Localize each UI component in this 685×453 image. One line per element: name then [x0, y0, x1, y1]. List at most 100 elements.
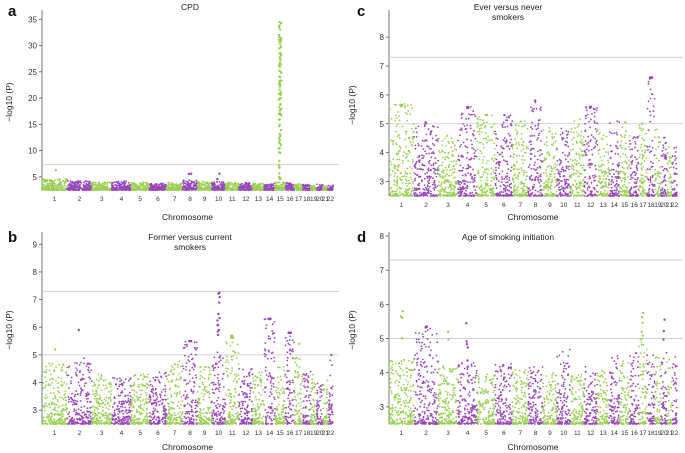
peak-snp-point [278, 166, 281, 169]
snp-point [248, 410, 250, 413]
snp-point [56, 422, 59, 425]
snp-point [61, 412, 63, 414]
snp-point [121, 188, 124, 191]
snp-point [122, 185, 125, 188]
snp-point [195, 410, 198, 413]
snp-point [61, 410, 63, 413]
snp-point [152, 417, 155, 420]
snp-point [117, 408, 119, 411]
snp-point [65, 383, 68, 385]
snp-point [64, 423, 67, 425]
snp-point [276, 376, 279, 379]
snp-point [197, 414, 200, 417]
snp-point [253, 182, 255, 185]
snp-point [226, 342, 228, 345]
snp-point [246, 412, 249, 415]
snp-point [149, 184, 152, 186]
snp-point [279, 393, 281, 396]
snp-point [184, 417, 187, 419]
snp-point [91, 188, 94, 191]
snp-point [54, 179, 56, 182]
snp-point [282, 181, 285, 184]
snp-point [123, 381, 125, 384]
snp-point [74, 399, 77, 402]
snp-point [179, 420, 182, 423]
peak-snp-point [54, 168, 57, 172]
snp-point [93, 412, 96, 414]
snp-point [258, 413, 261, 416]
snp-point [180, 188, 183, 191]
snp-point [257, 383, 260, 386]
snp-point [143, 418, 146, 420]
snp-point [197, 416, 200, 418]
snp-point [249, 392, 252, 395]
snp-point [142, 419, 145, 422]
snp-point [109, 421, 111, 424]
snp-point [264, 348, 266, 351]
snp-point [169, 370, 172, 373]
snp-point [205, 386, 208, 388]
snp-point [113, 396, 116, 399]
snp-point [131, 388, 134, 391]
snp-point [144, 391, 147, 394]
snp-point [160, 391, 163, 393]
snp-point [87, 420, 90, 422]
snp-point [143, 403, 146, 406]
snp-point [149, 415, 152, 417]
snp-point [213, 402, 216, 404]
snp-point [48, 420, 50, 423]
snp-point [96, 408, 99, 411]
snp-point [260, 182, 263, 185]
snp-point [312, 185, 315, 188]
snp-point [113, 181, 116, 184]
snp-point [71, 398, 74, 401]
snp-point [190, 353, 193, 356]
snp-point [105, 396, 108, 399]
snp-point [75, 409, 78, 412]
snp-point [155, 394, 158, 396]
snp-point [66, 423, 69, 425]
snp-point [175, 385, 178, 387]
snp-point [280, 411, 283, 414]
snp-point [148, 400, 151, 403]
snp-point [282, 365, 285, 368]
snp-point [236, 411, 239, 414]
snp-point [48, 362, 51, 365]
snp-point [194, 189, 197, 191]
snp-point [72, 399, 74, 402]
snp-point [255, 417, 258, 420]
snp-point [43, 180, 45, 183]
snp-point [78, 364, 81, 366]
snp-point [133, 399, 136, 401]
snp-point [101, 415, 104, 418]
snp-point [264, 409, 267, 411]
snp-point [61, 415, 64, 418]
snp-point [188, 413, 191, 415]
snp-point [89, 377, 92, 380]
snp-point [273, 418, 275, 421]
snp-point [226, 189, 229, 191]
snp-point [268, 395, 271, 397]
snp-point [100, 374, 103, 376]
snp-point [239, 413, 241, 416]
snp-point [206, 189, 209, 191]
snp-point [283, 388, 285, 390]
snp-point [95, 423, 98, 425]
snp-point [233, 419, 236, 421]
snp-point [121, 409, 124, 412]
snp-point [164, 414, 167, 417]
snp-point [255, 413, 258, 415]
snp-point [222, 398, 225, 401]
snp-point [285, 376, 288, 379]
snp-point [119, 380, 121, 383]
snp-point [142, 384, 145, 387]
peak-snp-point [278, 20, 281, 24]
peak-snp-point [278, 109, 281, 112]
snp-point [236, 380, 239, 383]
snp-point [45, 368, 48, 371]
snp-point [243, 376, 246, 378]
chromosome-tick-label: 19 [310, 196, 318, 203]
snp-point [260, 394, 263, 396]
snp-point [264, 391, 266, 393]
snp-point [102, 188, 105, 191]
